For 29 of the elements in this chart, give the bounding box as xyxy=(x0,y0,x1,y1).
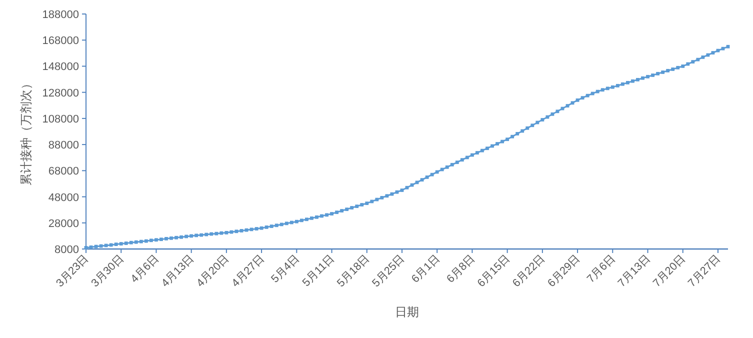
x-axis-title: 日期 xyxy=(395,305,419,319)
x-tick-label: 6月1日 xyxy=(410,252,442,286)
x-tick-label: 7月6日 xyxy=(585,252,618,286)
y-tick-label: 28000 xyxy=(48,218,79,230)
y-tick-label: 168000 xyxy=(42,35,79,48)
x-tick-label: 7月13日 xyxy=(616,252,653,290)
x-tick-label: 4月6日 xyxy=(128,252,162,286)
x-tick-label: 4月27日 xyxy=(230,252,267,290)
y-tick-label: 128000 xyxy=(42,87,79,100)
x-tick-label: 7月27日 xyxy=(686,252,724,290)
y-tick-label: 68000 xyxy=(48,166,79,178)
y-axis-title: 累计接种（万剂次） xyxy=(19,78,33,186)
x-tick-label: 7月20日 xyxy=(650,252,688,290)
y-tick-label: 148000 xyxy=(42,61,79,74)
x-tick-label: 4月20日 xyxy=(194,252,232,290)
x-tick-label: 5月4日 xyxy=(269,252,302,286)
x-tick-label: 6月22日 xyxy=(510,252,548,290)
y-tick-label: 48000 xyxy=(48,192,79,204)
x-tick-label: 5月11日 xyxy=(300,252,337,290)
y-tick-label: 88000 xyxy=(48,140,79,152)
x-tick-label: 4月13日 xyxy=(159,252,196,290)
y-tick-label: 188000 xyxy=(42,9,79,21)
y-tick-label: 108000 xyxy=(42,113,79,126)
x-tick-label: 5月18日 xyxy=(334,252,372,290)
x-tick-label: 6月15日 xyxy=(475,252,512,290)
x-tick-label: 3月30日 xyxy=(89,252,126,290)
x-tick-label: 6月8日 xyxy=(444,252,478,286)
x-tick-label: 6月29日 xyxy=(546,252,583,290)
x-tick-label: 5月25日 xyxy=(370,252,408,290)
